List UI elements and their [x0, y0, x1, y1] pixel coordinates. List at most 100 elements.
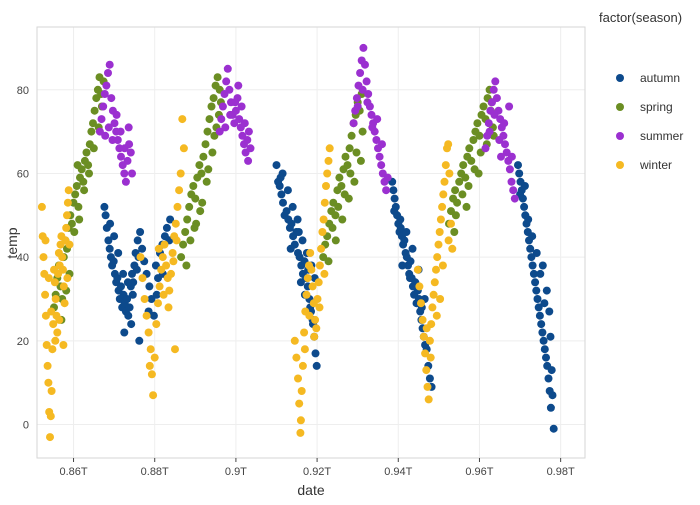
x-tick-label: 0.86T	[59, 466, 87, 478]
data-point-autumn	[109, 257, 118, 266]
data-point-summer	[235, 115, 244, 124]
data-point-summer	[505, 165, 514, 174]
data-point-spring	[461, 173, 470, 182]
data-point-autumn	[277, 190, 286, 199]
data-point-summer	[123, 156, 132, 165]
data-point-winter	[65, 240, 74, 249]
data-point-summer	[234, 81, 243, 90]
data-point-winter	[294, 374, 302, 383]
data-point-winter	[145, 361, 154, 370]
data-point-autumn	[113, 274, 122, 283]
data-point-winter	[314, 278, 323, 287]
data-point-summer	[367, 110, 376, 119]
data-point-winter	[415, 282, 424, 291]
data-point-spring	[324, 257, 333, 266]
data-point-summer	[231, 98, 240, 107]
data-point-winter	[434, 240, 443, 249]
data-point-spring	[475, 131, 484, 140]
data-point-spring	[198, 198, 207, 207]
data-point-autumn	[520, 182, 529, 190]
data-point-winter	[440, 177, 449, 186]
data-point-winter	[140, 295, 149, 303]
data-point-autumn	[114, 249, 123, 257]
data-point-autumn	[124, 311, 133, 320]
data-point-autumn	[536, 269, 545, 278]
data-point-summer	[222, 77, 231, 86]
data-point-autumn	[526, 244, 535, 253]
y-tick-label: 40	[17, 252, 29, 264]
data-point-spring	[72, 182, 81, 190]
data-point-autumn	[534, 303, 543, 312]
data-point-spring	[331, 236, 340, 245]
data-point-spring	[189, 182, 198, 190]
data-point-winter	[318, 228, 327, 236]
data-point-winter	[43, 361, 52, 370]
data-point-autumn	[123, 278, 132, 287]
data-point-summer	[362, 77, 371, 86]
data-point-winter	[62, 223, 71, 232]
data-point-winter	[315, 303, 324, 312]
data-point-autumn	[540, 345, 549, 354]
data-points	[37, 43, 558, 442]
data-point-winter	[436, 215, 445, 224]
data-point-summer	[495, 136, 504, 144]
legend-item-spring[interactable]: spring	[616, 100, 673, 114]
data-point-summer	[377, 161, 386, 170]
data-point-spring	[465, 144, 474, 153]
data-point-spring	[464, 182, 473, 190]
data-point-summer	[358, 85, 367, 94]
data-point-autumn	[514, 161, 522, 170]
data-point-spring	[451, 186, 460, 195]
data-point-summer	[237, 102, 246, 111]
data-point-winter	[413, 265, 422, 274]
legend-item-summer[interactable]: summer	[616, 129, 683, 143]
data-point-summer	[225, 85, 234, 94]
data-point-winter	[296, 428, 305, 437]
data-point-winter	[165, 286, 174, 295]
data-point-winter	[64, 186, 73, 195]
data-point-winter	[424, 395, 433, 404]
data-point-autumn	[528, 261, 537, 270]
data-point-winter	[46, 412, 55, 421]
data-point-winter	[152, 320, 161, 329]
data-point-summer	[492, 94, 501, 103]
legend-item-winter[interactable]: winter	[616, 158, 672, 172]
data-point-winter	[41, 236, 50, 245]
data-point-summer	[491, 77, 500, 86]
data-point-spring	[70, 228, 79, 236]
data-point-summer	[120, 144, 129, 153]
data-point-spring	[334, 202, 343, 211]
data-point-spring	[474, 169, 483, 178]
series-summer	[95, 43, 519, 203]
data-point-spring	[181, 228, 190, 236]
legend-label: winter	[639, 158, 672, 172]
data-point-autumn	[152, 290, 161, 299]
data-point-winter	[323, 169, 332, 178]
data-point-summer	[240, 119, 249, 128]
data-point-winter	[317, 244, 326, 253]
data-point-spring	[208, 148, 217, 157]
legend-item-autumn[interactable]: autumn	[616, 71, 680, 85]
data-point-summer	[102, 81, 111, 90]
data-point-spring	[85, 169, 93, 178]
data-point-autumn	[138, 244, 147, 253]
data-point-spring	[89, 144, 98, 153]
data-point-winter	[178, 115, 187, 124]
data-point-autumn	[532, 249, 541, 257]
data-point-autumn	[127, 320, 136, 329]
data-point-spring	[453, 198, 462, 207]
data-point-spring	[199, 152, 208, 161]
data-point-spring	[356, 156, 365, 165]
data-point-autumn	[389, 186, 398, 195]
data-point-winter	[59, 341, 68, 349]
data-point-autumn	[298, 236, 307, 245]
data-point-spring	[67, 219, 76, 228]
data-point-winter	[433, 253, 442, 262]
data-point-autumn	[276, 173, 285, 182]
series-winter	[37, 115, 457, 442]
data-point-spring	[350, 177, 359, 186]
data-point-winter	[320, 269, 329, 278]
data-point-spring	[209, 94, 218, 103]
data-point-winter	[138, 274, 147, 283]
